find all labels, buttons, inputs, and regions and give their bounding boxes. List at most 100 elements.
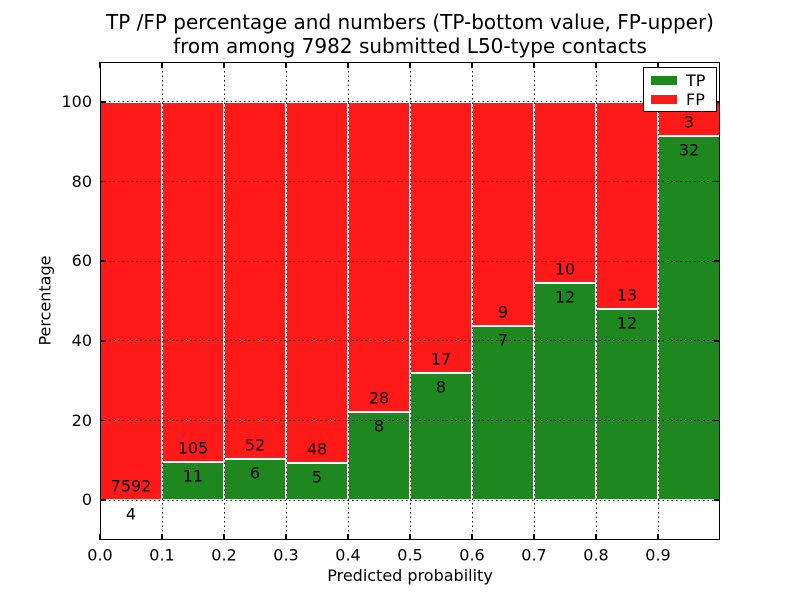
- chart-title-line1: TP /FP percentage and numbers (TP-bottom…: [106, 10, 714, 34]
- tp-count-label: 6: [249, 463, 261, 483]
- legend-swatch-fp: [651, 95, 677, 104]
- y-tick-label: 40: [71, 330, 92, 350]
- y-tick-label: 0: [81, 490, 92, 510]
- x-tick-label: 0.1: [149, 545, 175, 565]
- gridline-horizontal: [100, 181, 720, 182]
- x-tick-bottom: [223, 534, 225, 540]
- x-tick-top: [161, 62, 163, 68]
- tp-count-label: 32: [678, 140, 700, 160]
- x-tick-top: [533, 62, 535, 68]
- gridline-horizontal: [100, 420, 720, 421]
- x-tick-label: 0.8: [583, 545, 609, 565]
- y-tick-label: 20: [71, 410, 92, 430]
- fp-count-label: 52: [244, 435, 266, 455]
- bar-segment-fp: [224, 101, 286, 459]
- fp-count-label: 28: [368, 388, 390, 408]
- gridline-vertical: [409, 62, 411, 540]
- fp-count-label: 10: [554, 259, 576, 279]
- tp-count-label: 5: [311, 467, 323, 487]
- x-tick-label: 0.2: [211, 545, 237, 565]
- fp-count-label: 17: [430, 349, 452, 369]
- x-tick-label: 0.5: [397, 545, 423, 565]
- y-tick-left: [100, 180, 106, 183]
- y-tick-left: [100, 499, 106, 501]
- tp-count-label: 4: [125, 504, 137, 524]
- y-tick-left: [100, 101, 106, 103]
- bar-segment-fp: [534, 101, 596, 283]
- gridline-vertical: [533, 62, 535, 540]
- x-tick-bottom: [347, 534, 349, 540]
- legend-entry-fp: FP: [644, 90, 716, 109]
- x-tick-bottom: [285, 534, 287, 540]
- bar-segment-fp: [286, 101, 348, 463]
- x-tick-label: 0.9: [645, 545, 671, 565]
- y-tick-right: [714, 260, 720, 262]
- x-tick-label: 0.6: [459, 545, 485, 565]
- fp-count-label: 3: [683, 112, 695, 132]
- x-tick-top: [99, 62, 101, 68]
- y-tick-right: [714, 419, 720, 422]
- bar-segment-tp: [286, 462, 348, 501]
- bar-segment-fp: [596, 101, 658, 309]
- bar-segment-tp: [596, 308, 658, 501]
- chart-title: TP /FP percentage and numbers (TP-bottom…: [100, 10, 720, 58]
- x-tick-label: 0.7: [521, 545, 547, 565]
- y-tick-right: [714, 180, 720, 183]
- fp-count-label: 105: [177, 438, 209, 458]
- x-tick-bottom: [595, 534, 597, 540]
- gridline-vertical: [471, 62, 473, 540]
- x-tick-label: 0.4: [335, 545, 361, 565]
- gridline-vertical: [347, 62, 349, 540]
- x-tick-bottom: [471, 534, 473, 540]
- bar-segment-fp: [162, 101, 224, 463]
- bar-segment-tp: [534, 282, 596, 501]
- y-tick-right: [714, 340, 720, 342]
- x-tick-bottom: [533, 534, 535, 540]
- bar-segment-fp: [100, 101, 162, 500]
- fp-count-label: 9: [497, 302, 509, 322]
- x-tick-top: [595, 62, 597, 68]
- x-tick-label: 0.0: [87, 545, 113, 565]
- legend: TP FP: [643, 67, 717, 112]
- y-tick-right: [714, 499, 720, 501]
- gridline-vertical: [595, 62, 597, 540]
- tp-count-label: 7: [497, 330, 509, 350]
- bar-segment-fp: [472, 101, 534, 326]
- gridline-horizontal: [100, 260, 720, 262]
- fp-count-label: 13: [616, 285, 638, 305]
- y-tick-left: [100, 260, 106, 262]
- legend-label-fp: FP: [686, 90, 705, 109]
- bar-segment-tp: [348, 411, 410, 501]
- bar-segment-tp: [410, 372, 472, 501]
- y-tick-left: [100, 419, 106, 422]
- bar-segment-tp: [224, 458, 286, 501]
- legend-entry-tp: TP: [644, 71, 716, 90]
- gridline-vertical: [161, 62, 163, 540]
- x-axis-label: Predicted probability: [327, 566, 493, 585]
- y-tick-left: [100, 340, 106, 342]
- x-tick-bottom: [99, 534, 101, 540]
- y-axis-label: Percentage: [35, 255, 55, 346]
- gridline-vertical: [285, 62, 287, 540]
- tp-count-label: 12: [616, 313, 638, 333]
- x-tick-bottom: [161, 534, 163, 540]
- gridline-horizontal: [100, 340, 720, 342]
- x-tick-top: [657, 62, 659, 68]
- y-tick-label: 80: [71, 171, 92, 191]
- x-tick-bottom: [409, 534, 411, 540]
- x-tick-top: [285, 62, 287, 68]
- gridline-horizontal: [100, 499, 720, 501]
- tp-count-label: 11: [182, 466, 204, 486]
- bar-segment-tp: [162, 462, 224, 501]
- bar-segment-tp: [658, 135, 720, 501]
- tp-count-label: 8: [435, 377, 447, 397]
- x-tick-top: [347, 62, 349, 68]
- fp-count-label: 7592: [110, 476, 152, 496]
- tp-count-label: 8: [373, 416, 385, 436]
- gridline-vertical: [223, 62, 225, 540]
- fp-count-label: 48: [306, 439, 328, 459]
- bar-segment-tp: [472, 325, 534, 501]
- bar-segment-fp: [348, 101, 410, 412]
- tp-count-label: 12: [554, 287, 576, 307]
- x-tick-label: 0.3: [273, 545, 299, 565]
